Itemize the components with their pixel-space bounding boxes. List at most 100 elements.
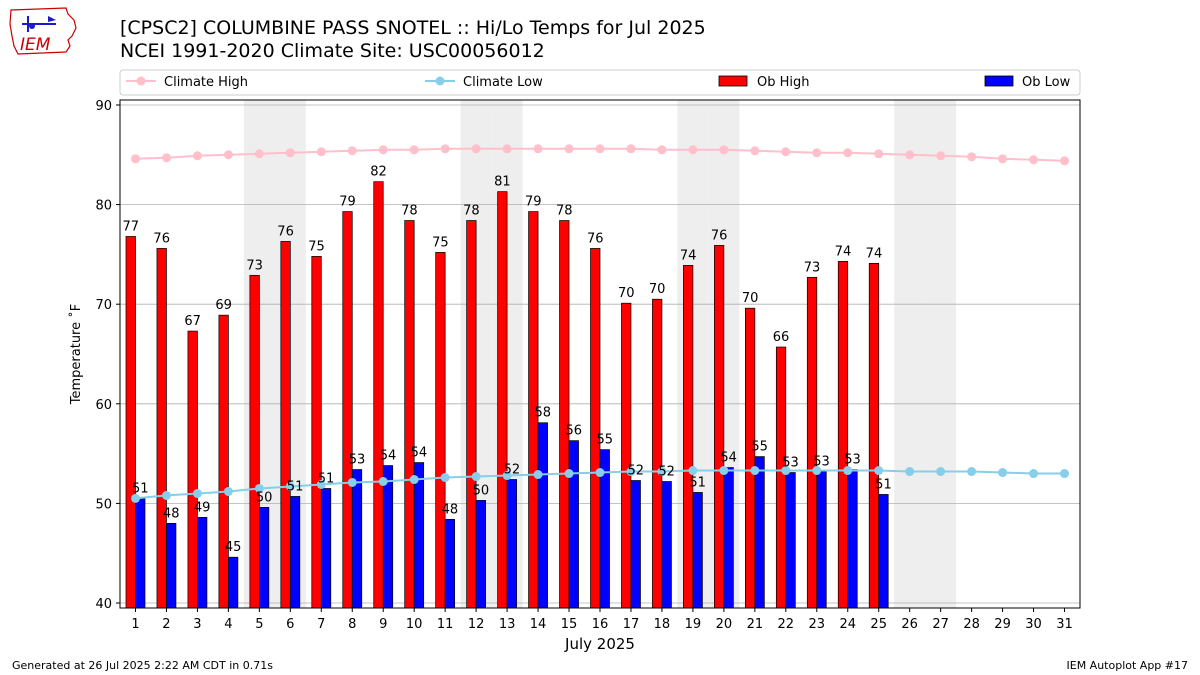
climate-high-point-7: [316, 147, 326, 157]
climate-low-point-15: [564, 469, 574, 479]
ob-high-label-3: 67: [184, 314, 201, 329]
legend-climate-low-label: Climate Low: [463, 75, 543, 90]
climate-low-point-27: [936, 467, 946, 477]
ob-high-label-16: 76: [587, 231, 604, 246]
ob-high-bar-8: [342, 211, 353, 609]
x-tick-label-8: 8: [348, 617, 356, 632]
ob-low-label-11: 48: [442, 502, 459, 517]
x-tick-label-1: 1: [131, 617, 139, 632]
climate-low-point-14: [533, 470, 543, 480]
ob-low-label-18: 52: [658, 464, 675, 479]
x-tick-label-4: 4: [224, 617, 232, 632]
climate-high-point-16: [595, 144, 605, 154]
climate-high-point-13: [502, 144, 512, 154]
legend-box: [119, 69, 1081, 96]
ob-high-bar-12: [466, 220, 477, 609]
ob-low-label-2: 48: [163, 506, 180, 521]
climate-high-point-4: [223, 150, 233, 160]
ob-low-label-25: 51: [875, 477, 892, 492]
generated-timestamp: Generated at 26 Jul 2025 2:22 AM CDT in …: [12, 659, 273, 672]
ob-low-label-8: 53: [349, 453, 366, 468]
ob-high-label-17: 70: [618, 286, 635, 301]
climate-high-point-11: [440, 144, 450, 154]
legend-climate-low-marker: [435, 76, 445, 86]
ob-low-label-12: 50: [473, 483, 490, 498]
ob-low-bar-20: [723, 467, 734, 609]
x-axis-label: July 2025: [564, 635, 635, 653]
ob-low-label-17: 52: [627, 464, 644, 479]
ob-low-label-14: 58: [535, 406, 552, 421]
ob-high-bar-3: [187, 330, 198, 609]
ob-low-label-19: 51: [689, 475, 706, 490]
ob-low-bar-18: [661, 481, 672, 609]
ob-high-bar-6: [280, 241, 291, 609]
ob-low-bar-23: [816, 471, 827, 609]
ob-high-bar-2: [156, 248, 167, 609]
ob-low-label-15: 56: [566, 424, 583, 439]
ob-low-bar-15: [568, 440, 579, 609]
climate-low-point-30: [1029, 469, 1039, 479]
ob-high-label-9: 82: [370, 165, 387, 180]
x-tick-label-7: 7: [317, 617, 325, 632]
x-tick-label-16: 16: [592, 617, 609, 632]
x-tick-label-15: 15: [561, 617, 578, 632]
ob-high-bar-5: [249, 274, 260, 609]
ob-high-bar-7: [311, 256, 322, 609]
x-tick-label-29: 29: [994, 617, 1011, 632]
ob-low-label-24: 53: [844, 453, 861, 468]
ob-low-label-22: 53: [782, 456, 799, 471]
climate-low-point-17: [626, 467, 636, 477]
logo-text: IEM: [20, 35, 51, 55]
ob-high-bar-21: [744, 307, 756, 609]
y-axis-label: Temperature ˚F: [68, 304, 84, 405]
y-tick-label-60: 60: [95, 398, 112, 413]
ob-low-bar-22: [785, 472, 796, 609]
x-tick-label-28: 28: [963, 617, 980, 632]
ob-high-bar-17: [621, 302, 632, 609]
climate-high-point-23: [812, 148, 822, 158]
climate-low-point-29: [998, 468, 1008, 478]
y-tick-label-50: 50: [95, 497, 112, 512]
climate-high-point-24: [843, 148, 853, 158]
climate-high-point-9: [378, 145, 388, 155]
ob-low-label-10: 54: [411, 446, 428, 461]
climate-low-point-12: [471, 472, 481, 482]
climate-low-point-16: [595, 468, 605, 478]
chart-title: [CPSC2] COLUMBINE PASS SNOTEL :: Hi/Lo T…: [120, 17, 706, 39]
climate-low-point-8: [347, 477, 357, 487]
legend: Climate High Climate Low Ob High Ob Low: [119, 69, 1081, 96]
ob-low-label-21: 55: [751, 440, 768, 455]
ob-high-label-1: 77: [122, 219, 139, 234]
weekend-shade-day-26: [894, 100, 926, 608]
x-tick-label-14: 14: [530, 617, 547, 632]
ob-low-label-5: 50: [256, 490, 273, 505]
climate-high-point-18: [657, 145, 667, 155]
ob-low-bar-19: [692, 492, 703, 609]
climate-high-point-28: [967, 152, 977, 162]
ob-high-bar-25: [868, 263, 880, 609]
ob-low-bar-4: [228, 556, 239, 609]
x-tick-label-5: 5: [255, 617, 263, 632]
ob-low-bar-24: [847, 469, 858, 609]
ob-high-label-25: 74: [866, 246, 883, 261]
ob-low-bar-17: [630, 480, 641, 609]
climate-low-point-23: [812, 466, 822, 476]
climate-high-point-30: [1029, 155, 1039, 165]
climate-high-point-1: [130, 154, 140, 164]
ob-low-label-13: 52: [504, 463, 521, 478]
data-labels: 77 51 76 48 67 49 69 45 73 50 76 51 75 51 79 53 82 54 78 54…: [122, 165, 891, 556]
climate-low-point-22: [781, 466, 791, 476]
y-tick-label-80: 80: [95, 199, 112, 214]
ob-low-label-4: 45: [225, 540, 242, 555]
x-tick-label-24: 24: [839, 617, 856, 632]
climate-low-point-26: [905, 467, 915, 477]
ob-low-label-6: 51: [287, 479, 304, 494]
y-tick-label-40: 40: [95, 597, 112, 612]
weekend-shade-day-27: [925, 100, 957, 608]
climate-low-point-7: [316, 479, 326, 489]
climate-low-point-3: [192, 488, 202, 498]
climate-low-point-4: [223, 486, 233, 496]
ob-high-label-24: 74: [835, 244, 852, 259]
climate-low-point-28: [967, 467, 977, 477]
